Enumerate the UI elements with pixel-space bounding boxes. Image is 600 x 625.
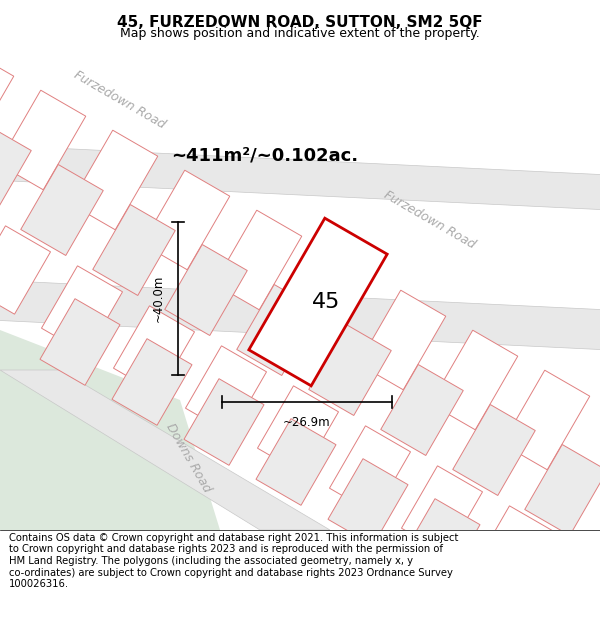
Text: Map shows position and indicative extent of the property.: Map shows position and indicative extent… bbox=[120, 27, 480, 39]
Polygon shape bbox=[185, 346, 266, 434]
Polygon shape bbox=[309, 324, 391, 416]
Polygon shape bbox=[256, 419, 336, 505]
Polygon shape bbox=[237, 284, 319, 376]
Polygon shape bbox=[184, 379, 264, 465]
Polygon shape bbox=[381, 364, 463, 456]
Polygon shape bbox=[142, 170, 230, 270]
Text: Contains OS data © Crown copyright and database right 2021. This information is : Contains OS data © Crown copyright and d… bbox=[9, 533, 458, 589]
Polygon shape bbox=[0, 370, 330, 530]
Text: 45: 45 bbox=[312, 292, 340, 312]
Polygon shape bbox=[0, 50, 14, 150]
Polygon shape bbox=[400, 499, 480, 585]
Polygon shape bbox=[70, 130, 158, 230]
Polygon shape bbox=[249, 218, 387, 386]
Polygon shape bbox=[214, 210, 302, 310]
Polygon shape bbox=[472, 539, 552, 625]
Text: ~40.0m: ~40.0m bbox=[151, 275, 164, 322]
Polygon shape bbox=[112, 339, 192, 425]
Polygon shape bbox=[113, 306, 194, 394]
Text: Downs Road: Downs Road bbox=[163, 421, 213, 495]
Polygon shape bbox=[328, 459, 408, 545]
Polygon shape bbox=[93, 204, 175, 296]
Polygon shape bbox=[0, 145, 600, 210]
Polygon shape bbox=[329, 426, 410, 514]
Polygon shape bbox=[401, 466, 482, 554]
Polygon shape bbox=[0, 90, 86, 190]
Polygon shape bbox=[525, 444, 600, 536]
Text: Furzedown Road: Furzedown Road bbox=[382, 189, 478, 251]
Polygon shape bbox=[0, 280, 600, 350]
Polygon shape bbox=[0, 124, 31, 216]
Polygon shape bbox=[430, 330, 518, 430]
Polygon shape bbox=[545, 546, 600, 625]
Polygon shape bbox=[40, 299, 120, 385]
Polygon shape bbox=[0, 226, 50, 314]
Polygon shape bbox=[165, 244, 247, 336]
Text: ~26.9m: ~26.9m bbox=[283, 416, 331, 429]
Text: ~411m²/~0.102ac.: ~411m²/~0.102ac. bbox=[172, 146, 359, 164]
Polygon shape bbox=[21, 164, 103, 256]
Polygon shape bbox=[358, 290, 446, 390]
Text: 45, FURZEDOWN ROAD, SUTTON, SM2 5QF: 45, FURZEDOWN ROAD, SUTTON, SM2 5QF bbox=[117, 16, 483, 31]
Polygon shape bbox=[257, 386, 338, 474]
Polygon shape bbox=[453, 404, 535, 496]
Text: Furzedown Road: Furzedown Road bbox=[72, 69, 168, 131]
Polygon shape bbox=[502, 370, 590, 470]
Polygon shape bbox=[286, 250, 374, 350]
Polygon shape bbox=[544, 579, 600, 625]
Polygon shape bbox=[473, 506, 554, 594]
Polygon shape bbox=[41, 266, 122, 354]
Polygon shape bbox=[0, 330, 220, 530]
